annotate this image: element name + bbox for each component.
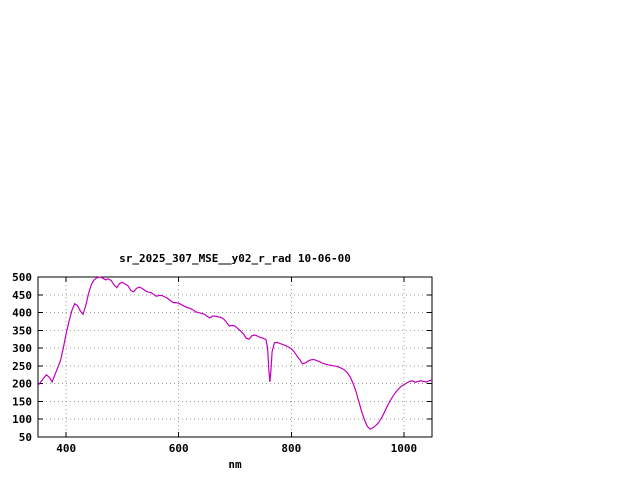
x-axis-label: nm [228, 458, 242, 471]
plot-area: 400 600 800 1000 50 100 150 200 250 300 350 400 450 5… [12, 271, 433, 455]
spectral-line [37, 276, 433, 430]
y-tick-label: 300 [12, 342, 32, 355]
y-tick-label: 100 [12, 413, 32, 426]
y-tick-label: 450 [12, 289, 32, 302]
y-tick-label: 200 [12, 378, 32, 391]
plot-border [37, 276, 433, 438]
y-tick-label: 500 [12, 271, 32, 284]
y-tick-label: 400 [12, 307, 32, 320]
chart-title: sr_2025_307_MSE__y02_r_rad 10-06-00 [119, 252, 351, 265]
x-tick-label: 600 [169, 442, 189, 455]
x-tick-label: 800 [281, 442, 301, 455]
y-tick-label: 50 [19, 431, 32, 444]
y-tick-label: 350 [12, 324, 32, 337]
x-tick-label: 400 [56, 442, 76, 455]
y-tick-label: 250 [12, 360, 32, 373]
x-tick-label: 1000 [391, 442, 418, 455]
y-tick-label: 150 [12, 395, 32, 408]
